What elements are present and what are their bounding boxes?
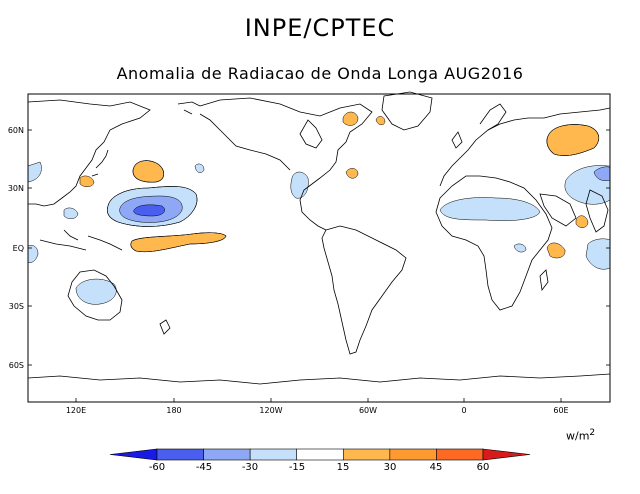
- anomaly-fields: [27, 111, 611, 305]
- colorbar-tick-labels: -60 -45 -30 -15 15 30 45 60: [149, 462, 490, 473]
- coast-uk: [451, 131, 463, 149]
- anomaly-negative-north-africa: [439, 197, 541, 221]
- coast-madagascar: [539, 269, 549, 292]
- colorbar-label-30: 30: [384, 462, 397, 473]
- coast-japan: [91, 149, 109, 177]
- coast-australia: [67, 269, 123, 321]
- anomaly-positive-arabian-sea: [575, 215, 589, 228]
- colorbar-label-neg30: -30: [242, 462, 258, 473]
- colorbar-label-45: 45: [430, 462, 443, 473]
- colorbar-swatch: [156, 448, 204, 461]
- anomaly-positive-atlantic: [345, 168, 359, 179]
- lon-label-0: 0: [461, 406, 466, 415]
- coast-south-america: [321, 225, 407, 355]
- anomaly-negative-west-pacific-center: [133, 204, 165, 217]
- anomaly-positive-japan: [79, 175, 95, 187]
- contour-russia: [546, 124, 600, 156]
- anomaly-positive-greenland: [342, 111, 359, 126]
- colorbar-label-15: 15: [337, 462, 350, 473]
- anomaly-positive-indian-ocean: [546, 242, 566, 259]
- lon-label-120w: 120W: [259, 406, 282, 415]
- colorbar-swatch: [249, 448, 298, 461]
- coastlines: [27, 91, 611, 385]
- lat-label-60n: 60N: [8, 126, 24, 135]
- contour-north-pacific: [132, 160, 165, 183]
- coast-greenland: [381, 91, 433, 131]
- latitude-axis: [28, 129, 610, 366]
- coast-africa: [435, 175, 553, 311]
- colorbar-units: w/m2: [566, 428, 595, 443]
- anomaly-contours: [107, 124, 600, 253]
- anomaly-negative-east-africa: [513, 243, 527, 253]
- lon-label-60w: 60W: [359, 406, 377, 415]
- colorbar-swatch: [436, 448, 484, 461]
- coast-arabia: [539, 193, 577, 227]
- colorbar-label-neg15: -15: [289, 462, 305, 473]
- colorbar-swatch: [296, 448, 344, 461]
- units-base: w/m: [566, 429, 590, 443]
- coast-north-america: [199, 97, 373, 231]
- coast-east-asia: [27, 99, 151, 207]
- coast-new-zealand: [159, 319, 171, 335]
- anomaly-negative-hawaii: [194, 163, 205, 173]
- anomaly-negative-philippines: [63, 207, 79, 219]
- coast-india: [585, 189, 609, 233]
- anomaly-positive-north-atlantic: [375, 116, 386, 125]
- lat-label-eq: EQ: [13, 244, 24, 253]
- contour-west-pacific: [107, 186, 198, 227]
- coast-alaska: [177, 101, 201, 115]
- colorbar-swatch: [109, 448, 158, 461]
- coast-indonesia: [39, 229, 123, 251]
- coast-europe: [439, 107, 611, 187]
- lon-label-180: 180: [166, 406, 181, 415]
- lat-label-30n: 30N: [8, 184, 24, 193]
- anomaly-negative-australia: [75, 278, 117, 305]
- map-subtitle: Anomalia de Radiacao de Onda Longa AUG20…: [116, 64, 524, 83]
- colorbar: [109, 448, 531, 461]
- longitude-axis: [75, 398, 562, 402]
- colorbar-label-60: 60: [477, 462, 490, 473]
- anomaly-positive-russia: [546, 124, 600, 156]
- page-title: INPE/CPTEC: [244, 14, 396, 42]
- coast-scandinavia: [479, 103, 507, 131]
- colorbar-label-neg60: -60: [149, 462, 165, 473]
- colorbar-swatch: [389, 448, 437, 461]
- anomaly-negative-gulf-of-mexico: [290, 171, 309, 199]
- anomaly-negative-west-edge: [27, 161, 42, 183]
- colorbar-label-neg45: -45: [196, 462, 212, 473]
- coast-antarctica: [27, 373, 611, 385]
- lat-label-60s: 60S: [9, 361, 24, 370]
- colorbar-swatch: [203, 448, 251, 461]
- anomaly-negative-indonesia: [585, 238, 611, 270]
- anomaly-negative-west-edge-south: [27, 245, 39, 263]
- units-exponent: 2: [589, 428, 596, 438]
- lat-label-30s: 30S: [9, 302, 24, 311]
- contour-equatorial-pacific: [130, 232, 227, 253]
- lon-label-120e: 120E: [66, 406, 86, 415]
- lon-label-60e: 60E: [553, 406, 568, 415]
- colorbar-swatch: [342, 448, 391, 461]
- colorbar-swatch: [482, 448, 531, 461]
- coast-hudson: [299, 119, 323, 149]
